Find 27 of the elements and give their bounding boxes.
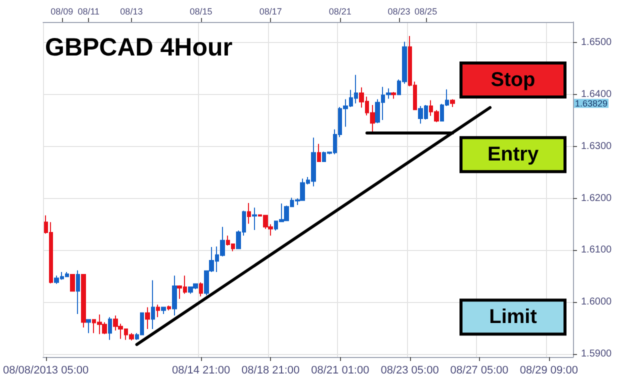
y-tick-label: 1.6300	[581, 140, 612, 152]
x-tick-label: 08/14 21:00	[172, 364, 230, 376]
text: 08/17	[259, 6, 282, 16]
text: 08/09	[50, 6, 74, 16]
text: 08/21	[328, 6, 352, 16]
y-tick-label: 1.6400	[581, 89, 612, 100]
y-tick-label: 1.6000	[581, 296, 612, 308]
x-tick-label: 08/08/2013 05:00	[2, 364, 89, 376]
y-tick-label: 1.6200	[581, 192, 612, 204]
text: 1.63829	[575, 98, 608, 108]
y-tick-label: 1.6100	[581, 244, 612, 256]
text: 08/11	[78, 6, 100, 16]
x-tick-label: 08/21 01:00	[311, 364, 370, 376]
y-tick-label: 1.6500	[581, 37, 612, 48]
x-tick-label: 08/29 09:00	[520, 364, 578, 376]
x-tick-label: 08/23 05:00	[380, 364, 439, 376]
annotation: Limit	[489, 306, 538, 328]
x-tick-label: 08/27 05:00	[450, 364, 508, 376]
text: 08/23	[388, 6, 410, 16]
text: 08/15	[190, 6, 212, 16]
x-tick-label: 08/18 21:00	[242, 364, 300, 376]
annotation: Stop	[490, 68, 536, 91]
text: 08/25	[414, 6, 438, 16]
y-tick-label: 1.5900	[581, 348, 612, 360]
text: GBPCAD 4Hour	[45, 34, 233, 62]
text: 08/13	[120, 6, 143, 16]
annotation: Entry	[487, 144, 540, 166]
